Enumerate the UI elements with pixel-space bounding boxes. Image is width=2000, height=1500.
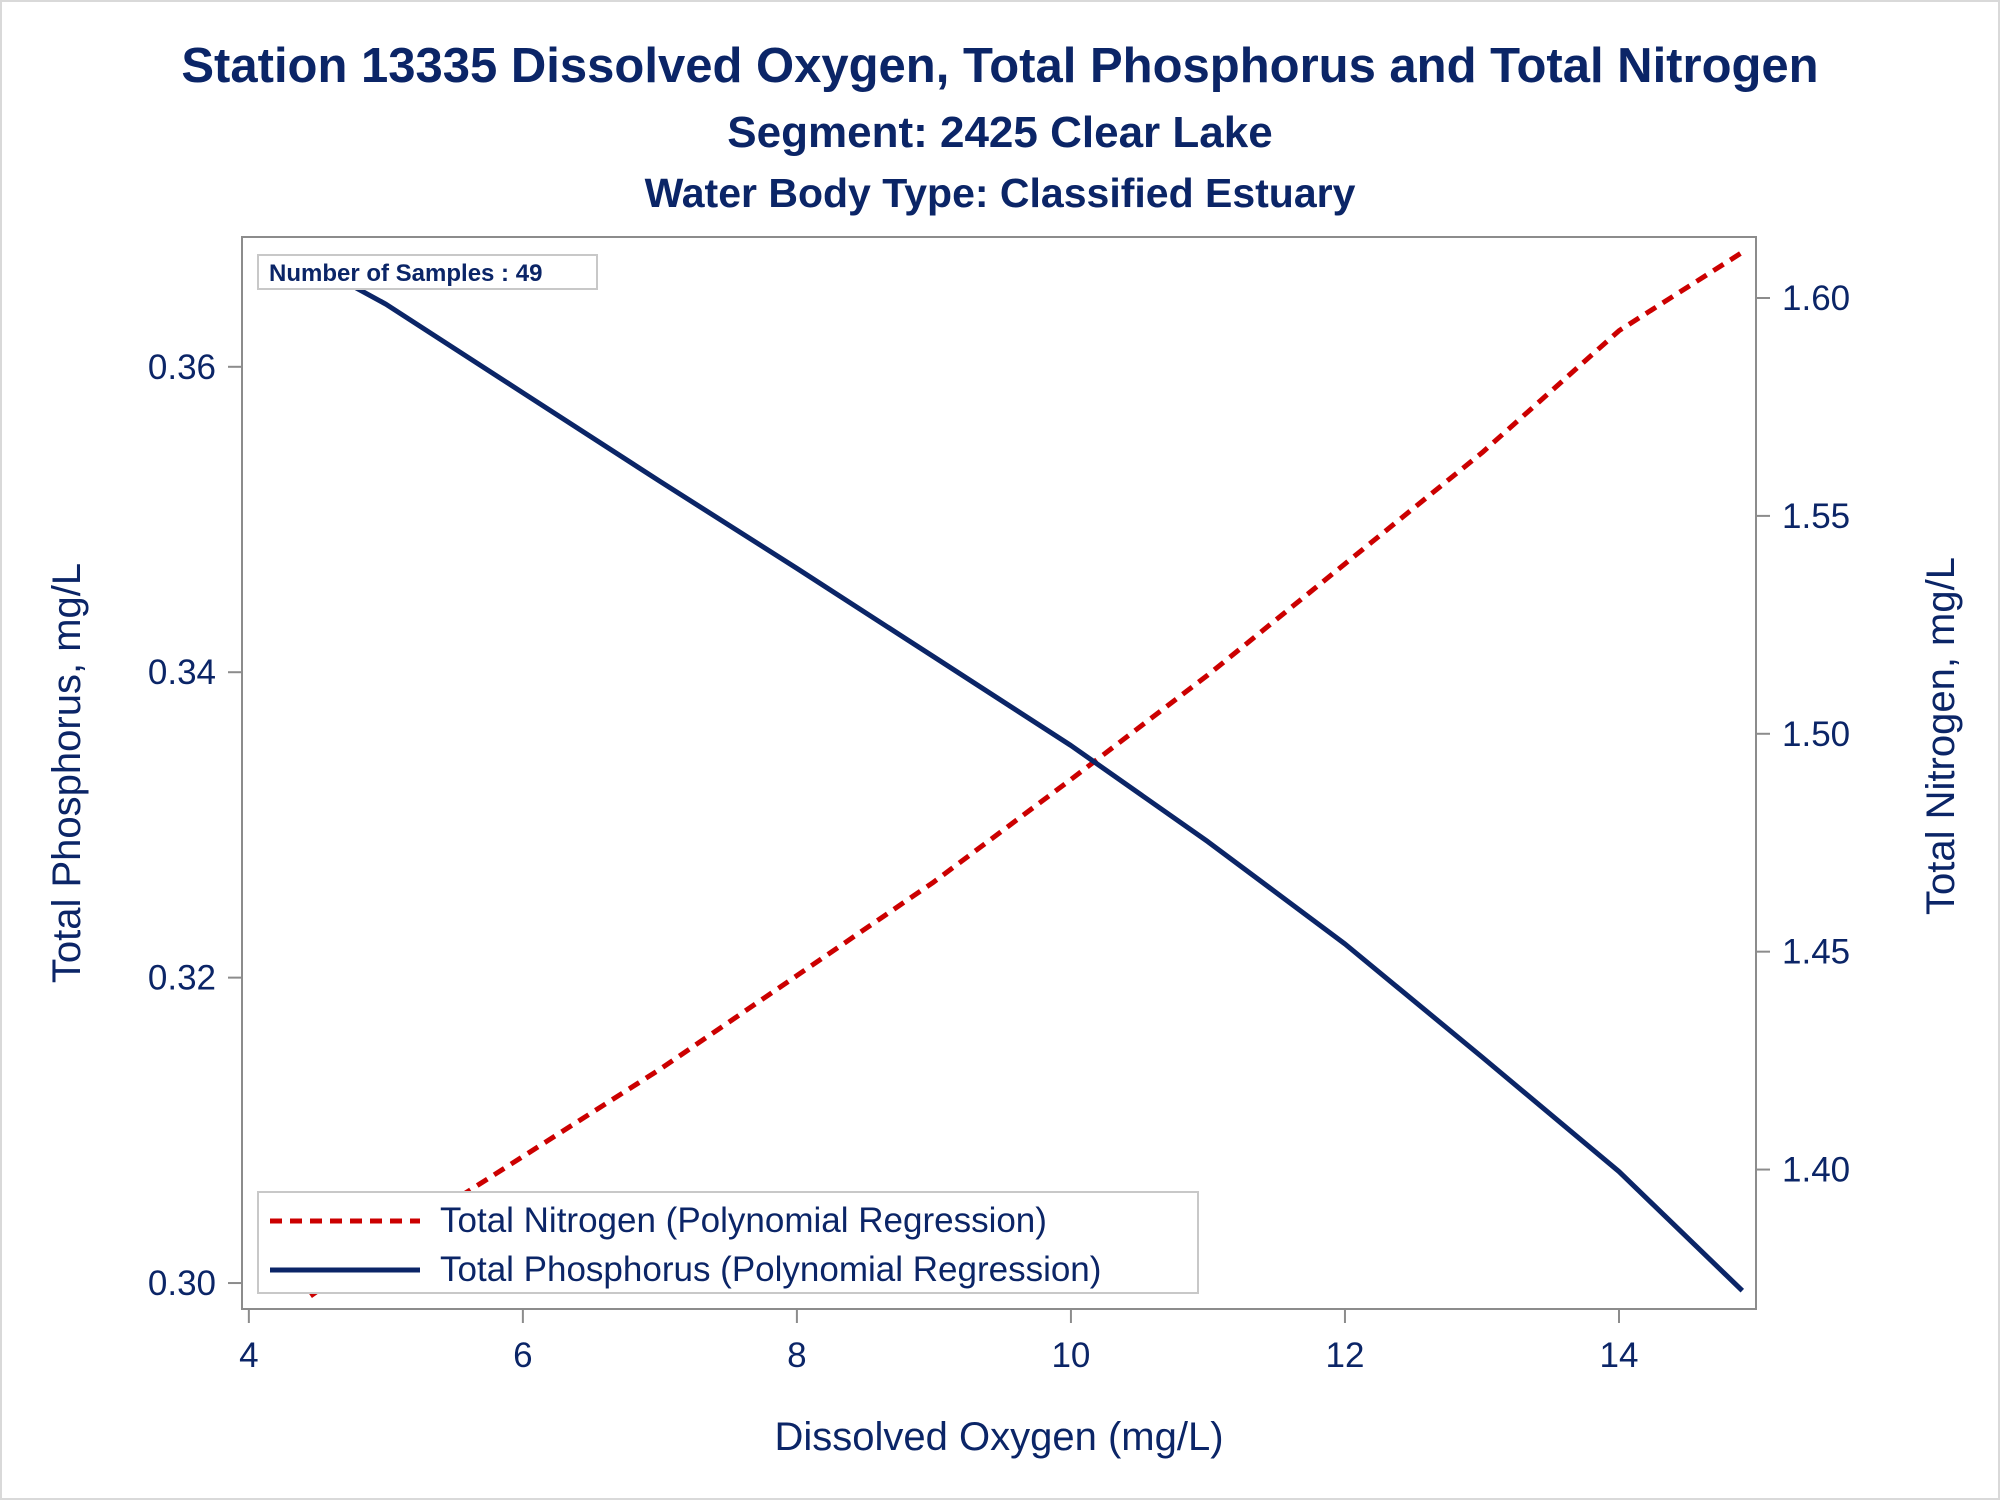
y-left-tick-label: 0.36 [148,348,216,387]
plot-area [241,236,1757,1310]
y-right-tick-label: 1.50 [1782,715,1850,754]
y-right-tick-label: 1.60 [1782,279,1850,318]
y-right-tick-label: 1.40 [1782,1151,1850,1190]
chart-title: Station 13335 Dissolved Oxygen, Total Ph… [181,39,1819,93]
nitrogen-line [309,250,1744,1298]
y-axis-left: 0.30 0.32 0.34 0.36 [148,348,242,1303]
x-tick-label: 12 [1325,1336,1364,1375]
y-left-tick-label: 0.30 [148,1264,216,1303]
legend-box [257,1191,1199,1294]
sample-count-box: Number of Samples : 49 [257,254,598,290]
legend: Total Nitrogen (Polynomial Regression) T… [257,1191,1199,1294]
y-left-tick-label: 0.32 [148,959,216,998]
series-lines [309,250,1745,1298]
x-axis: 4 6 8 10 12 14 [239,1309,1638,1375]
phosphorus-line [309,260,1745,1293]
chart-subtitle: Segment: 2425 Clear Lake [727,108,1273,157]
y-axis-right-label: Total Nitrogen, mg/L [1919,557,1963,915]
x-tick-label: 10 [1051,1336,1090,1375]
y-right-tick-label: 1.45 [1782,933,1850,972]
y-axis-left-label: Total Phosphorus, mg/L [45,563,89,983]
y-right-tick-label: 1.55 [1782,497,1850,536]
y-left-tick-label: 0.34 [148,653,216,692]
legend-label-phosphorus: Total Phosphorus (Polynomial Regression) [440,1250,1101,1289]
x-tick-label: 14 [1600,1336,1639,1375]
chart-subtitle-2: Water Body Type: Classified Estuary [644,170,1356,216]
legend-label-nitrogen: Total Nitrogen (Polynomial Regression) [440,1201,1047,1240]
x-axis-label: Dissolved Oxygen (mg/L) [774,1415,1223,1459]
x-tick-label: 8 [787,1336,806,1375]
x-tick-label: 4 [239,1336,258,1375]
y-axis-right: 1.40 1.45 1.50 1.55 1.60 [1756,279,1850,1190]
sample-count-text: Number of Samples : 49 [269,260,542,287]
x-tick-label: 6 [513,1336,532,1375]
